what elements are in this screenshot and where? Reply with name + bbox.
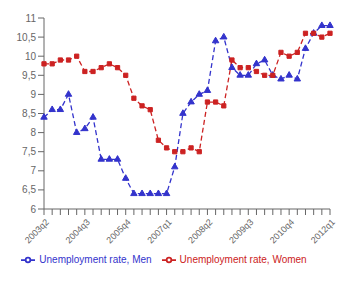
svg-text:2007q1: 2007q1 <box>145 217 173 245</box>
html-text:Unemployment rate, Men: Unemployment rate, Men <box>39 253 152 265</box>
svg-text:2003q2: 2003q2 <box>23 217 51 245</box>
svg-text:2009q3: 2009q3 <box>227 217 255 245</box>
svg-text:9: 9 <box>30 89 36 100</box>
html-text:Unemployment rate, Women: Unemployment rate, Women <box>179 253 307 265</box>
svg-text:7,5: 7,5 <box>22 146 36 157</box>
svg-text:7: 7 <box>30 165 36 176</box>
svg-text:2010q4: 2010q4 <box>268 217 296 245</box>
svg-text:2004q3: 2004q3 <box>64 217 92 245</box>
svg-text:8: 8 <box>30 127 36 138</box>
svg-text:6: 6 <box>30 204 36 215</box>
svg-text:10,5: 10,5 <box>17 32 37 43</box>
svg-text:10: 10 <box>25 51 37 62</box>
svg-text:2008q2: 2008q2 <box>186 217 214 245</box>
svg-text:2005q4: 2005q4 <box>104 217 132 245</box>
svg-text:2012q1: 2012q1 <box>309 217 337 245</box>
svg-text:8,5: 8,5 <box>22 108 36 119</box>
svg-text:9,5: 9,5 <box>22 70 36 81</box>
svg-text:6,5: 6,5 <box>22 184 36 195</box>
svg-text:11: 11 <box>26 13 37 24</box>
